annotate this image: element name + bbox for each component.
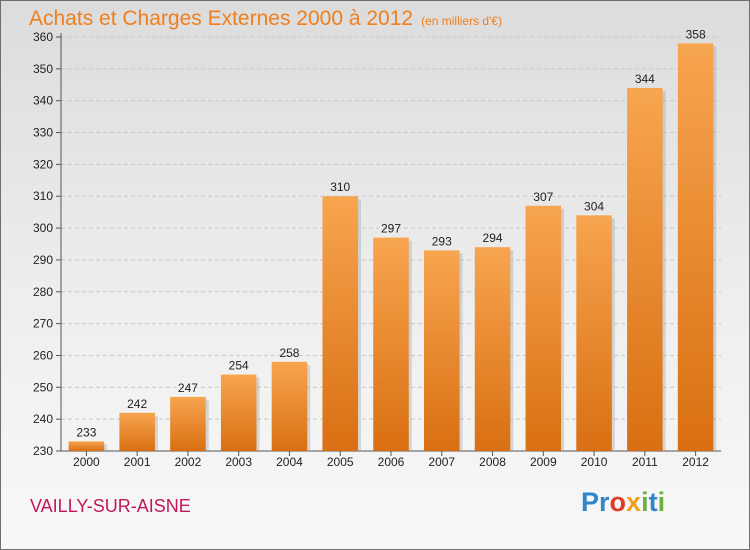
chart-title: Achats et Charges Externes 2000 à 2012 (e… — [29, 7, 502, 31]
chart-subtitle: (en milliers d'€) — [421, 14, 503, 28]
bar-2009[interactable] — [525, 205, 562, 451]
x-tick-label: 2000 — [73, 455, 100, 469]
y-tick-label: 330 — [33, 126, 53, 140]
x-tick-label: 2006 — [378, 455, 405, 469]
y-tick-label: 260 — [33, 348, 53, 362]
bar-2011[interactable] — [627, 87, 663, 451]
value-label: 258 — [279, 346, 299, 360]
x-tick-label: 2005 — [327, 455, 354, 469]
y-tick-label: 280 — [33, 285, 53, 299]
logo-letter: i — [657, 487, 666, 517]
value-label: 247 — [178, 381, 198, 395]
value-label: 293 — [432, 234, 452, 248]
logo-letter: x — [626, 487, 642, 517]
location-name: VAILLY-SUR-AISNE — [30, 496, 191, 516]
x-tick-label: 2009 — [530, 455, 557, 469]
bar-2004[interactable] — [271, 361, 308, 451]
bar-2007[interactable] — [424, 250, 460, 451]
value-label: 358 — [686, 27, 706, 41]
x-tick-label: 2007 — [428, 455, 455, 469]
x-tick-label: 2010 — [581, 455, 608, 469]
bar-2001[interactable] — [119, 412, 155, 451]
logo-letter: t — [648, 487, 658, 517]
value-label: 242 — [127, 397, 147, 411]
y-tick-label: 290 — [33, 253, 53, 267]
chart-title-text: Achats et Charges Externes 2000 à 2012 — [29, 7, 414, 30]
x-tick-label: 2012 — [682, 455, 709, 469]
y-tick-label: 360 — [33, 30, 53, 44]
x-tick-label: 2001 — [124, 455, 151, 469]
y-tick-label: 250 — [33, 380, 53, 394]
value-label: 307 — [533, 190, 553, 204]
y-tick-label: 300 — [33, 221, 53, 235]
value-label: 344 — [635, 72, 655, 86]
x-tick-label: 2004 — [276, 455, 303, 469]
proxiti-logo[interactable]: Proxiti — [581, 487, 665, 518]
y-tick-label: 270 — [33, 317, 53, 331]
value-label: 233 — [76, 425, 96, 439]
bar-2003[interactable] — [220, 374, 257, 451]
value-label: 310 — [330, 180, 350, 194]
bar-2005[interactable] — [322, 196, 358, 451]
y-tick-label: 240 — [33, 412, 53, 426]
x-tick-label: 2011 — [632, 455, 658, 469]
x-tick-label: 2003 — [225, 455, 252, 469]
y-tick-label: 230 — [33, 444, 53, 458]
logo-letter: P — [581, 487, 600, 517]
bar-2000[interactable] — [68, 441, 105, 451]
x-tick-label: 2008 — [479, 455, 506, 469]
logo-letter: o — [609, 487, 627, 517]
logo-letter: i — [641, 487, 649, 517]
bar-2010[interactable] — [576, 215, 612, 451]
value-label: 297 — [381, 222, 401, 236]
y-tick-label: 320 — [33, 157, 53, 171]
x-tick-label: 2002 — [175, 455, 202, 469]
value-label: 304 — [584, 199, 604, 213]
value-label: 294 — [483, 231, 503, 245]
bar-2012[interactable] — [677, 43, 714, 451]
bar-2006[interactable] — [373, 237, 409, 451]
y-tick-label: 350 — [33, 62, 53, 76]
logo-letter: r — [599, 487, 610, 517]
bars — [68, 43, 717, 451]
bar-2008[interactable] — [474, 247, 511, 451]
bar-2002[interactable] — [170, 396, 206, 451]
y-tick-label: 310 — [33, 189, 53, 203]
y-tick-label: 340 — [33, 94, 53, 108]
value-label: 254 — [229, 359, 249, 373]
labels: 230 240 250 260 270 280 290 300 310 320 330 340 350 3… — [33, 27, 709, 469]
